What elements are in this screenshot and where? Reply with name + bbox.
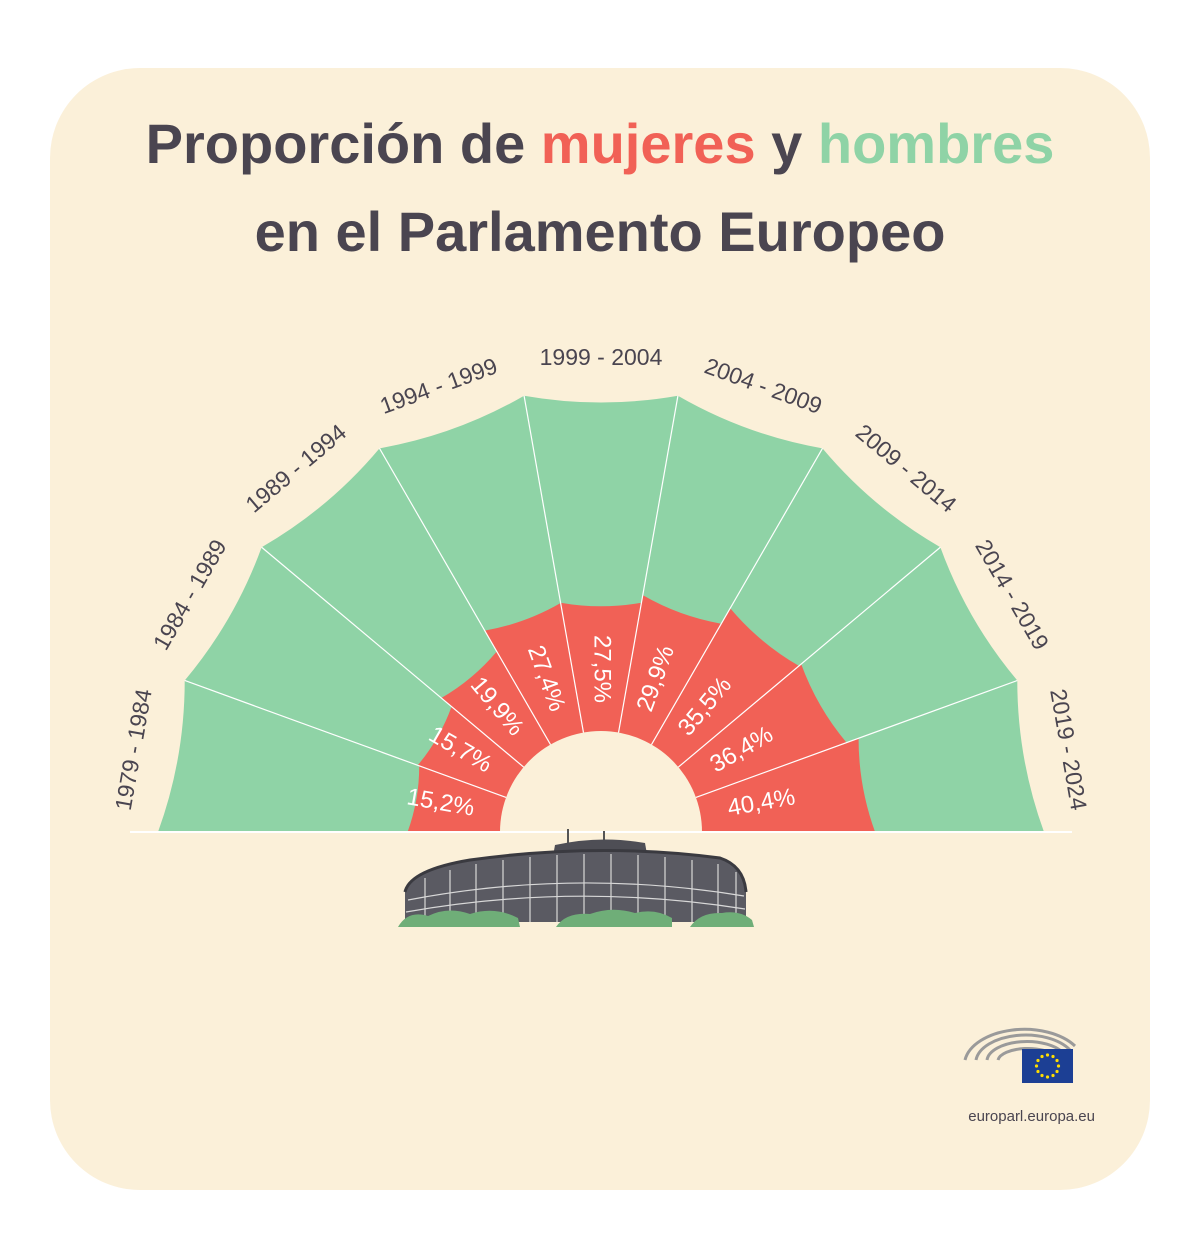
women-sector-1979-1984: [407, 765, 507, 832]
title-men: hombres: [817, 112, 1055, 175]
chart-title: Proporción de mujeres y hombres en el Pa…: [0, 100, 1200, 276]
women-sector-2014-2019: [678, 664, 847, 798]
period-label: 2004 - 2009: [701, 353, 825, 419]
eu-star: [1034, 1064, 1039, 1068]
eu-star: [1036, 1058, 1040, 1063]
women-sector-2019-2024: [695, 738, 876, 832]
eu-star: [1055, 1069, 1059, 1074]
eu-star: [1036, 1069, 1040, 1074]
women-value-label: 27,5%: [589, 635, 616, 703]
title-women: mujeres: [540, 112, 756, 175]
sector-divider: [677, 546, 941, 768]
sector-divider: [261, 546, 525, 768]
women-sector-1999-2004: [560, 602, 642, 735]
parliament-building-illustration: [398, 829, 754, 927]
period-label: 1979 - 1984: [110, 687, 157, 813]
men-sector-1999-2004: [524, 395, 678, 735]
eu-star: [1045, 1075, 1050, 1079]
title-prefix: Proporción de: [145, 112, 541, 175]
women-sector-1989-1994: [441, 651, 551, 768]
sector-divider: [378, 448, 552, 745]
title-connector: y: [755, 112, 818, 175]
european-parliament-logo: [963, 1027, 1077, 1061]
eu-star: [1051, 1073, 1055, 1078]
period-label: 1999 - 2004: [540, 344, 663, 370]
eu-star: [1040, 1073, 1044, 1078]
eu-star: [1045, 1053, 1050, 1057]
title-line-1: Proporción de mujeres y hombres: [0, 100, 1200, 188]
eu-star: [1051, 1054, 1055, 1059]
sector-divider: [523, 395, 585, 733]
title-line-2: en el Parlamento Europeo: [254, 200, 946, 263]
eu-star: [1056, 1064, 1061, 1068]
period-label: 1994 - 1999: [376, 353, 500, 419]
eu-flag-icon: [1022, 1049, 1073, 1083]
eu-star: [1040, 1054, 1044, 1059]
sector-divider: [650, 448, 824, 745]
period-label: 2019 - 2024: [1045, 687, 1092, 813]
women-sector-2009-2014: [651, 608, 799, 768]
eu-star: [1055, 1058, 1059, 1063]
sector-dividers: [184, 395, 1018, 799]
website-url: europarl.europa.eu: [968, 1108, 1095, 1125]
women-sector-1994-1999: [484, 603, 584, 745]
women-sector-2004-2009: [618, 595, 722, 745]
sector-divider: [617, 395, 679, 733]
sector-divider: [184, 679, 507, 799]
sector-divider: [695, 679, 1018, 799]
